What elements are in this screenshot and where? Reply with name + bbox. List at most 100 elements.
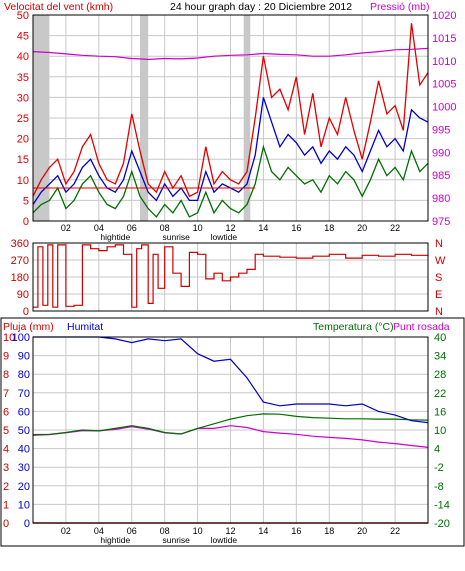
wind-direction-series xyxy=(33,244,429,308)
rain-tick-label: 10 xyxy=(3,332,15,344)
dew-point-label: Punt rosada xyxy=(393,321,450,333)
wind-tick-label: 15 xyxy=(17,154,29,166)
x-tick-label: 18 xyxy=(324,223,334,233)
rain-tick-label: 4 xyxy=(3,444,9,456)
rain-label: Pluja (mm) xyxy=(3,321,54,333)
humidity-tick-label: 40 xyxy=(18,444,30,456)
x-tick-label: 06 xyxy=(127,223,137,233)
rain-tick-label: 6 xyxy=(3,406,9,418)
pressure-tick-label: 1005 xyxy=(432,79,456,91)
wind-tick-label: 50 xyxy=(17,10,29,22)
wind-tick-label: 35 xyxy=(17,72,29,84)
x-tick-label: 04 xyxy=(94,223,104,233)
wind-tick-label: 45 xyxy=(17,31,29,43)
lowtide-marker: lowtide xyxy=(211,232,238,242)
wind-low-series xyxy=(32,144,429,218)
direction-tick-label: 90 xyxy=(17,289,29,301)
direction-tick-label: 180 xyxy=(11,272,29,284)
temperature-tick-label: 40 xyxy=(434,332,446,344)
pressure-tick-label: 990 xyxy=(432,147,450,159)
pressure-tick-label: 1000 xyxy=(432,102,456,114)
humidity-tick-label: 90 xyxy=(18,351,30,363)
wind-tick-label: 0 xyxy=(23,216,29,228)
x-tick-label: 18 xyxy=(324,526,334,536)
x-tick-label: 08 xyxy=(160,223,170,233)
x-tick-label: 22 xyxy=(390,223,400,233)
x-tick-label: 02 xyxy=(61,223,71,233)
wind-pressure-series xyxy=(32,23,429,218)
pressure-tick-label: 995 xyxy=(432,124,450,136)
humidity-tick-label: 80 xyxy=(18,369,30,381)
humidity-tick-label: 30 xyxy=(18,462,30,474)
hightide-marker: hightide xyxy=(100,535,130,545)
humidity-tick-label: 50 xyxy=(18,425,30,437)
compass-label: N xyxy=(435,306,443,318)
temperature-label: Temperatura (°C) xyxy=(313,321,394,333)
temperature-tick-label: -14 xyxy=(434,499,450,511)
direction-tick-label: 270 xyxy=(11,255,29,267)
x-tick-label: 10 xyxy=(193,526,203,536)
rain-tick-label: 5 xyxy=(3,425,9,437)
sunrise-marker: sunrise xyxy=(162,232,190,242)
sunrise-marker: sunrise xyxy=(162,535,190,545)
compass-label: E xyxy=(435,289,442,301)
humidity-tick-label: 10 xyxy=(18,499,30,511)
wind-pressure-axes: 0510152025303540455097598098599099510001… xyxy=(17,10,457,242)
wind-tick-label: 25 xyxy=(17,113,29,125)
rain-tick-label: 0 xyxy=(3,518,9,530)
hightide-marker: hightide xyxy=(100,232,130,242)
x-tick-label: 10 xyxy=(193,223,203,233)
wind-tick-label: 20 xyxy=(17,134,29,146)
lowtide-marker: lowtide xyxy=(211,535,238,545)
wind-tick-label: 30 xyxy=(17,92,29,104)
pressure-tick-label: 1020 xyxy=(432,10,456,22)
temperature-series xyxy=(32,413,429,436)
graph-title: 24 hour graph day : 20 Diciembre 2012 xyxy=(170,1,352,13)
pressure-label: Pressió (mb) xyxy=(370,1,430,13)
rain-tick-label: 1 xyxy=(3,499,9,511)
x-tick-label: 22 xyxy=(390,526,400,536)
humidity-tick-label: 20 xyxy=(18,481,30,493)
wind-direction-series xyxy=(33,244,429,308)
direction-tick-label: 0 xyxy=(23,306,29,318)
rain-tick-label: 3 xyxy=(3,462,9,474)
wind-tick-label: 10 xyxy=(17,175,29,187)
direction-tick-label: 360 xyxy=(11,238,29,250)
rain-tick-label: 8 xyxy=(3,369,9,381)
x-tick-label: 20 xyxy=(357,526,367,536)
wind-tick-label: 5 xyxy=(23,195,29,207)
humidity-tick-label: 0 xyxy=(24,518,30,530)
temperature-tick-label: -8 xyxy=(434,481,444,493)
plot-frame xyxy=(32,336,429,524)
x-tick-label: 12 xyxy=(225,526,235,536)
temperature-tick-label: 16 xyxy=(434,406,446,418)
x-tick-label: 08 xyxy=(160,526,170,536)
temperature-tick-label: 28 xyxy=(434,369,446,381)
plot-frame xyxy=(32,14,429,222)
temperature-tick-label: 34 xyxy=(434,351,446,363)
pressure-series xyxy=(32,47,429,61)
compass-label: W xyxy=(435,255,446,267)
humidity-tick-label: 60 xyxy=(18,406,30,418)
wind-gust-series xyxy=(32,23,429,198)
pressure-tick-label: 1015 xyxy=(432,33,456,45)
x-tick-label: 04 xyxy=(94,526,104,536)
wind-tick-label: 40 xyxy=(17,51,29,63)
temperature-tick-label: -20 xyxy=(434,518,450,530)
temperature-tick-label: 4 xyxy=(434,444,440,456)
x-tick-label: 02 xyxy=(61,526,71,536)
x-tick-label: 14 xyxy=(258,223,268,233)
pressure-tick-label: 980 xyxy=(432,193,450,205)
panel-border xyxy=(0,317,465,547)
x-tick-label: 06 xyxy=(127,526,137,536)
x-tick-label: 16 xyxy=(291,223,301,233)
rain-tick-label: 2 xyxy=(3,481,9,493)
temperature-tick-label: 22 xyxy=(434,388,446,400)
compass-label: S xyxy=(435,272,442,284)
temperature-tick-label: 10 xyxy=(434,425,446,437)
temperature-tick-label: -2 xyxy=(434,462,444,474)
humidity-tick-label: 70 xyxy=(18,388,30,400)
pressure-tick-label: 1010 xyxy=(432,56,456,68)
